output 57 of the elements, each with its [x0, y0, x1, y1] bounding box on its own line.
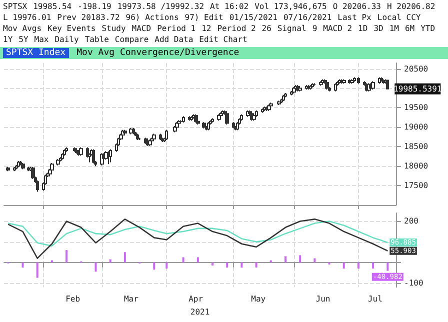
text: Max [34, 35, 49, 45]
text: Daily [54, 35, 79, 45]
y-tick-label: 18500 [404, 142, 428, 152]
x-tick-label: May [251, 294, 266, 304]
text: 26 [262, 24, 272, 34]
x-tick-label: Mar [124, 294, 139, 304]
text: Period 2 [217, 24, 256, 34]
x-tick-label: Apr [188, 294, 204, 304]
text: Last Px [338, 13, 372, 23]
x-axis-title: 2021 [190, 308, 210, 316]
text: 96) Actions [126, 13, 179, 23]
y-tick-label: -100 [404, 278, 424, 288]
text: MACD 2 [323, 24, 352, 34]
text: 9 [312, 24, 318, 34]
text: 19985.54 [33, 2, 72, 12]
text: Table [84, 35, 109, 45]
text: SPTSX [3, 2, 28, 12]
x-tick-label: Feb [66, 294, 80, 304]
text: H 20206.82 [387, 2, 436, 12]
text: 12 [202, 24, 212, 34]
y-tick-label: 18000 [404, 162, 428, 171]
text: 19973.58 /19992.32 [117, 2, 204, 12]
chart-title: SPTSX Index [3, 48, 69, 58]
text: -198.19 [78, 2, 112, 12]
y-tick-label: 20500 [404, 64, 428, 74]
text: 1M [389, 24, 399, 34]
text: 6M [404, 24, 415, 34]
text: 1Y [3, 35, 13, 45]
text: Prev 20183.72 [57, 13, 120, 23]
x-tick-label: Jul [368, 294, 383, 304]
x-tick-label: Jun [316, 294, 330, 304]
text: O 20206.33 [332, 2, 381, 12]
y-tick-label: 19500 [404, 103, 428, 112]
chart-subtitle: Mov Avg Convergence/Divergence [76, 48, 240, 58]
y-tick-label: 17500 [404, 181, 428, 190]
text: 3D [374, 24, 384, 34]
text: Edit Chart [199, 35, 248, 45]
text: L 19976.01 [3, 13, 52, 23]
text: Signal [277, 24, 306, 34]
text: Period 1 [157, 24, 196, 34]
text: Add Data [154, 35, 194, 45]
text: 07/16/2021 [283, 13, 332, 23]
text: At 16:02 [210, 2, 249, 12]
text: 5Y [18, 35, 28, 45]
text: 1D [358, 24, 368, 34]
y-tick-label: 19000 [404, 122, 428, 132]
text: Local CCY [377, 13, 421, 23]
text: Mov Avgs [3, 24, 42, 34]
text: Compare [114, 35, 149, 45]
text: Key Events [48, 24, 96, 34]
text: Vol 173,946,675 [254, 2, 327, 12]
text: 97) Edit [184, 13, 224, 23]
text: Study [102, 24, 126, 34]
y-tick-label: 200 [404, 216, 419, 226]
text: MACD [132, 24, 152, 34]
text: YTD [420, 24, 436, 34]
text: 01/15/2021 [229, 13, 278, 23]
